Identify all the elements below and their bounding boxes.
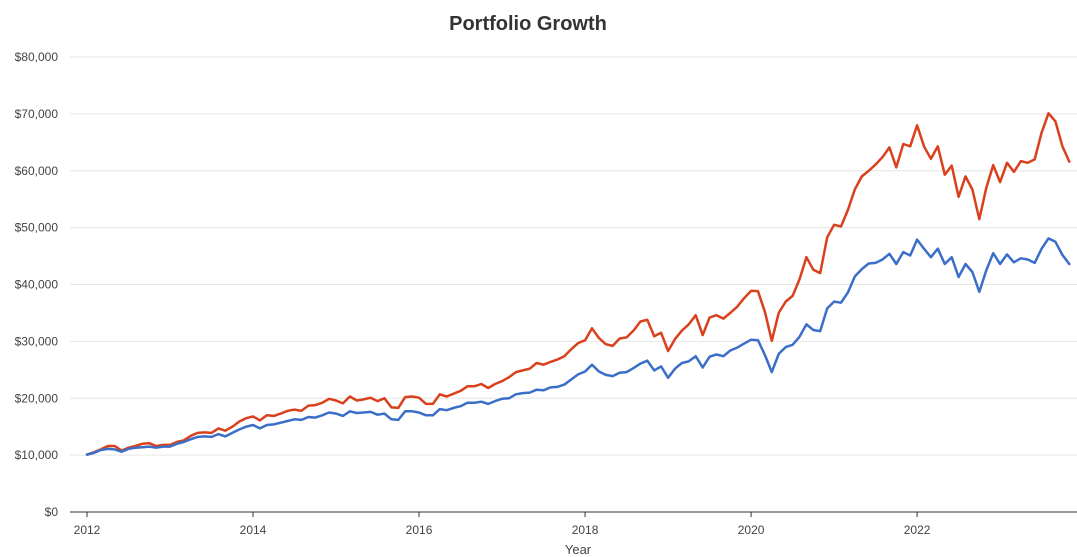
y-axis-tick-labels: $0 $10,000 $20,000 $30,000 $40,000 $50,000 $60… xyxy=(15,50,59,519)
x-tick-label: 2018 xyxy=(572,523,599,537)
x-tick-label: 2020 xyxy=(738,523,765,537)
y-tick-label: $80,000 xyxy=(15,50,59,64)
y-tick-label: $50,000 xyxy=(15,221,59,235)
y-tick-label: $20,000 xyxy=(15,391,59,405)
x-axis-tick-labels: 2012 2014 2016 2018 2020 2022 xyxy=(74,512,931,537)
x-tick-label: 2022 xyxy=(904,523,931,537)
x-tick-label: 2016 xyxy=(406,523,433,537)
x-tick-label: 2012 xyxy=(74,523,101,537)
y-tick-label: $60,000 xyxy=(15,164,59,178)
x-axis-title: Year xyxy=(565,542,592,557)
y-tick-label: $0 xyxy=(45,505,59,519)
gridlines xyxy=(70,56,1077,456)
series-line-2 xyxy=(85,237,1071,456)
y-tick-label: $30,000 xyxy=(15,334,59,348)
series-line-1 xyxy=(85,112,1071,456)
series-lines xyxy=(85,112,1071,456)
y-tick-label: $70,000 xyxy=(15,107,59,121)
y-tick-label: $40,000 xyxy=(15,278,59,292)
y-tick-label: $10,000 xyxy=(15,448,59,462)
x-tick-label: 2014 xyxy=(240,523,267,537)
chart-title: Portfolio Growth xyxy=(449,13,607,35)
